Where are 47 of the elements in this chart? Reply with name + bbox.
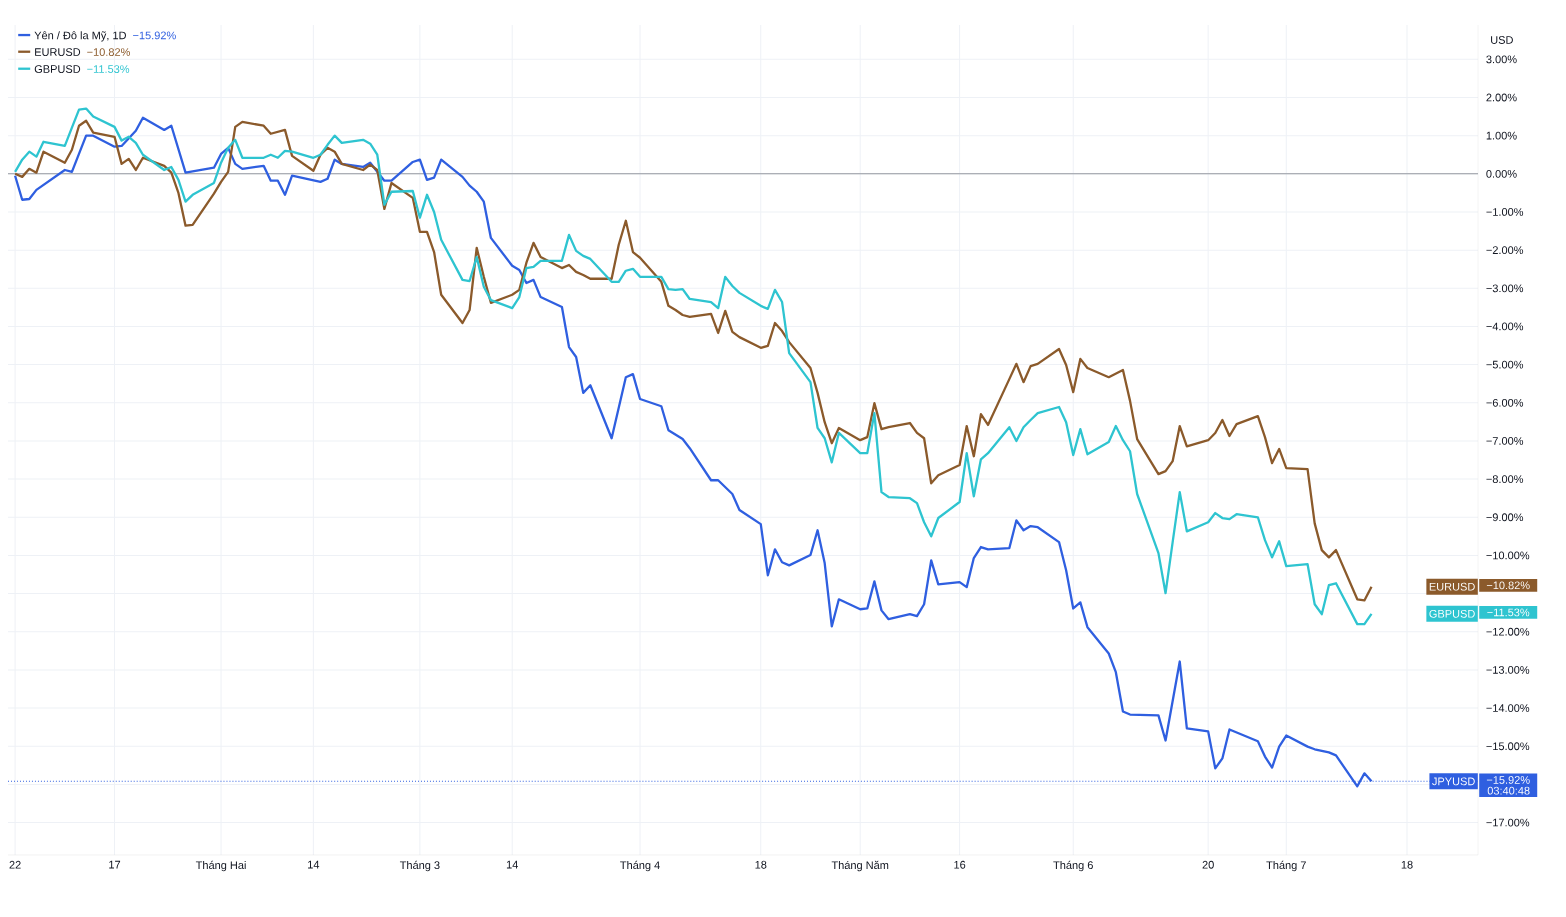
- y-tick-label: −4.00%: [1486, 322, 1524, 331]
- y-tick-label: −17.00%: [1486, 818, 1530, 827]
- x-tick-label: 14: [308, 860, 320, 869]
- annotation: −10.82%: [87, 48, 130, 56]
- y-axis-title: USD: [1491, 36, 1513, 44]
- annotation: EURUSD: [1429, 582, 1475, 591]
- x-tick-label: 14: [506, 860, 519, 869]
- x-tick-label: Tháng 7: [1266, 860, 1306, 872]
- legend-label: EURUSD: [35, 48, 81, 56]
- y-tick-label: −5.00%: [1486, 360, 1524, 369]
- y-tick-label: 1.00%: [1486, 131, 1517, 140]
- y-tick-label: −14.00%: [1486, 704, 1530, 712]
- y-tick-label: 3.00%: [1486, 55, 1517, 64]
- y-tick-label: 0.00%: [1486, 169, 1517, 178]
- y-tick-label: −1.00%: [1486, 208, 1524, 216]
- y-tick-label: −2.00%: [1486, 246, 1524, 255]
- text: −15.92%: [1486, 776, 1530, 784]
- y-tick-label: −6.00%: [1486, 398, 1524, 407]
- x-tick-label: 20: [1202, 860, 1214, 869]
- y-tick-label: −15.00%: [1486, 742, 1530, 751]
- text: −11.53%: [1487, 608, 1530, 617]
- x-tick-label: 16: [954, 860, 966, 869]
- x-tick-label: Tháng 6: [1053, 860, 1093, 872]
- annotation: GBPUSD: [1429, 609, 1475, 618]
- x-tick-label: 18: [755, 860, 767, 869]
- y-tick-label: −7.00%: [1486, 437, 1524, 445]
- y-tick-label: −10.00%: [1486, 551, 1530, 560]
- y-tick-label: −3.00%: [1486, 284, 1524, 293]
- x-tick-label: 17: [109, 860, 121, 869]
- annotation: −11.53%: [87, 65, 130, 73]
- x-tick-label: Tháng 3: [399, 860, 440, 872]
- legend-label: GBPUSD: [34, 65, 81, 73]
- y-tick-label: −12.00%: [1486, 627, 1530, 636]
- annotation: JPYUSD: [1432, 777, 1475, 786]
- x-tick-label: Tháng Năm: [831, 860, 889, 872]
- legend-label: Yên / Đô la Mỹ, 1D: [34, 31, 126, 42]
- annotation: −15.92%: [133, 31, 176, 40]
- x-tick-label: 22: [9, 860, 21, 869]
- text: −10.82%: [1486, 581, 1530, 590]
- text: 03:40:48: [1487, 786, 1530, 795]
- x-tick-label: 18: [1401, 860, 1413, 869]
- y-tick-label: 2.00%: [1486, 93, 1517, 102]
- y-tick-label: −9.00%: [1486, 513, 1524, 522]
- y-tick-label: −8.00%: [1486, 475, 1524, 483]
- y-tick-label: −13.00%: [1486, 666, 1530, 674]
- x-tick-label: Tháng Hai: [195, 860, 246, 872]
- x-tick-label: Tháng 4: [620, 860, 660, 872]
